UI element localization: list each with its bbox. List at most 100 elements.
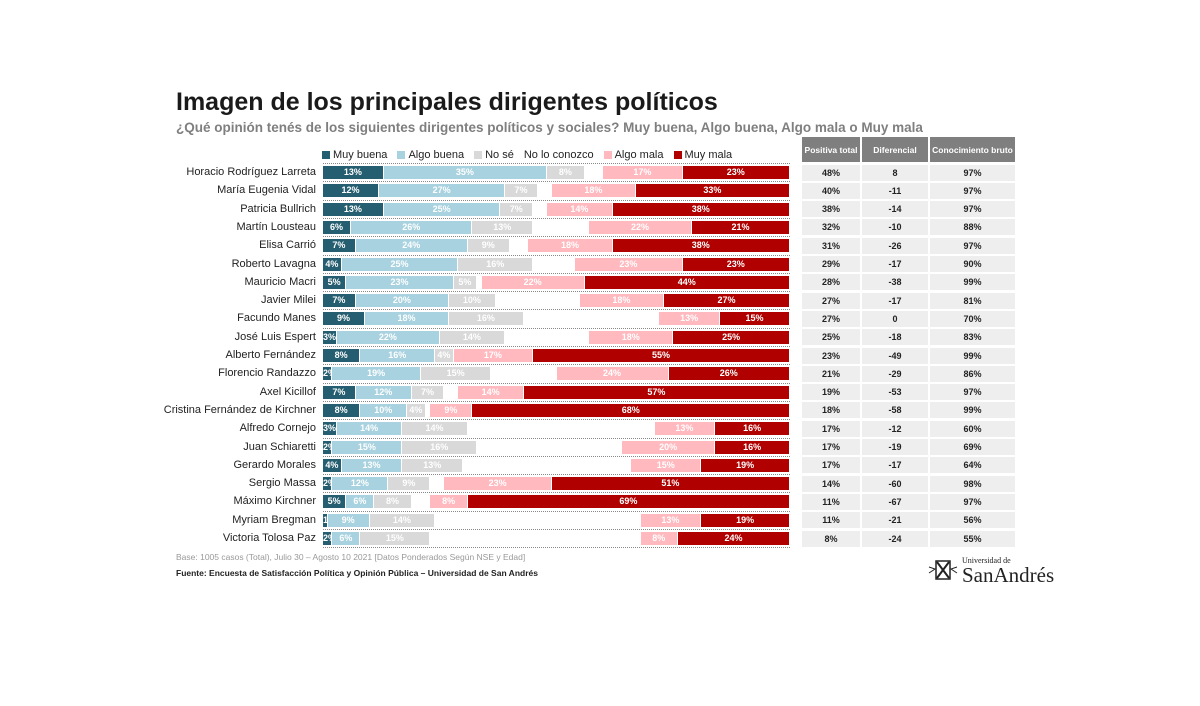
bar-row: 6% 26% 13% 22% 21%	[323, 220, 790, 234]
row-separator	[323, 181, 790, 183]
bar-segment-muy-mala: 26%	[668, 367, 789, 381]
category-label: Roberto Lavagna	[231, 257, 316, 270]
source-note: Fuente: Encuesta de Satisfacción Polític…	[176, 568, 538, 578]
bar-row: 4% 13% 13% 15% 19%	[323, 458, 790, 472]
bar-segment-muy-mala: 15%	[719, 312, 789, 326]
university-logo: Universidad de SanAndrés	[928, 556, 1054, 586]
page-subtitle: ¿Qué opinión tenés de los siguientes dir…	[176, 120, 923, 135]
bar-segment-algo-buena: 20%	[355, 294, 449, 308]
table-cell: 38%	[802, 201, 860, 218]
row-separator	[323, 217, 790, 219]
bar-segment-algo-buena: 19%	[332, 367, 421, 381]
table-cell: 31%	[802, 237, 860, 254]
table-cell: 97%	[930, 201, 1015, 218]
bar-segment-algo-mala: 18%	[579, 294, 663, 308]
table-cell: 11%	[802, 493, 860, 510]
bar-segment-muy-buena: 13%	[323, 166, 383, 179]
legend-item: Algo mala	[603, 148, 664, 162]
bar-segment-algo-mala: 17%	[453, 349, 533, 362]
table-cell: 27%	[802, 310, 860, 327]
bar-row: 3% 14% 14% 13% 16%	[323, 422, 790, 436]
row-separator	[323, 291, 790, 293]
logo-small-text: Universidad de	[962, 556, 1011, 565]
bar-row: 7% 12% 7% 14% 57%	[323, 385, 790, 399]
bar-row: 13% 35% 8% 17% 23%	[323, 166, 790, 179]
bar-segment-muy-mala: 23%	[682, 166, 789, 179]
table-cell: -17	[862, 292, 928, 309]
bar-segment-muy-buena: 2%	[323, 477, 332, 491]
category-label: José Luis Espert	[234, 330, 316, 343]
bar-segment-algo-mala: 23%	[444, 477, 551, 491]
bar-segment-muy-buena: 5%	[323, 275, 346, 289]
table-cell: 88%	[930, 219, 1015, 236]
table-cell: -18	[862, 329, 928, 346]
bar-segment-muy-buena: 12%	[323, 184, 379, 198]
bar-segment-algo-mala: 13%	[654, 422, 715, 436]
row-separator	[323, 346, 790, 347]
category-label: Myriam Bregman	[232, 513, 316, 526]
legend-label: No lo conozco	[523, 149, 594, 161]
bar-segment-algo-buena: 14%	[337, 422, 402, 436]
category-label: Victoria Tolosa Paz	[222, 532, 316, 544]
table-cell: 23%	[802, 347, 860, 364]
bar-segment-algo-mala: 8%	[640, 532, 677, 545]
bar-segment-muy-mala: 33%	[635, 184, 789, 198]
bar-segment-muy-mala: 51%	[551, 477, 789, 491]
table-cell: 25%	[802, 329, 860, 346]
row-separator	[323, 529, 790, 530]
table-cell: -10	[862, 219, 928, 236]
bar-segment-muy-mala: 55%	[533, 349, 789, 362]
bar-row: 13% 25% 7% 14% 38%	[323, 202, 790, 216]
legend-swatch	[603, 151, 612, 159]
table-cell: 21%	[802, 365, 860, 382]
bar-segment-algo-buena: 10%	[360, 403, 407, 417]
bar-segment-algo-mala: 14%	[458, 385, 523, 399]
bar-segment-muy-buena: 5%	[323, 495, 346, 509]
crest-icon	[928, 559, 958, 580]
bar-segment-no-sé: 4%	[407, 403, 425, 417]
table-cell: -53	[862, 384, 928, 401]
bar-segment-muy-mala: 19%	[701, 458, 789, 472]
bar-segment-no-sé: 14%	[402, 422, 467, 436]
table-cell: 90%	[930, 256, 1015, 272]
table-cell: 14%	[802, 475, 860, 492]
table-cell: 17%	[802, 457, 860, 474]
table-cell: 0	[862, 310, 928, 327]
bar-segment-muy-buena: 3%	[323, 330, 336, 344]
bar-segment-algo-buena: 6%	[332, 532, 360, 545]
bar-segment-muy-buena: 8%	[323, 403, 360, 417]
bar-segment-muy-buena: 2%	[323, 367, 332, 381]
table-cell: -14	[862, 201, 928, 218]
legend-item: No lo conozco	[524, 148, 594, 162]
bar-segment-no-sé: 4%	[435, 349, 453, 362]
bar-segment-muy-mala: 25%	[673, 330, 789, 344]
bar-segment-no-sé: 16%	[449, 312, 523, 326]
bar-row: 12% 27% 7% 18% 33%	[323, 184, 790, 198]
bar-segment-algo-buena: 24%	[355, 239, 467, 253]
bar-segment-algo-mala: 23%	[575, 257, 682, 271]
table-cell: 97%	[930, 493, 1015, 510]
bar-segment-no-sé: 7%	[411, 385, 444, 399]
bar-segment-muy-buena: 7%	[323, 385, 355, 399]
table-cell: 29%	[802, 256, 860, 272]
table-cell: -12	[862, 420, 928, 437]
table-cell: 17%	[802, 420, 860, 437]
table-cell: 81%	[930, 292, 1015, 309]
table-cell: -67	[862, 493, 928, 510]
legend-label: No sé	[485, 149, 514, 161]
row-separator	[323, 510, 790, 512]
table-cell: -29	[862, 365, 928, 382]
category-label: María Eugenia Vidal	[217, 184, 316, 197]
table-cell: -21	[862, 512, 928, 529]
table-cell: 69%	[930, 439, 1015, 455]
bar-segment-no-sé: 16%	[402, 440, 477, 454]
bar-segment-muy-mala: 16%	[715, 440, 789, 454]
bar-segment-no-sé: 16%	[458, 257, 533, 271]
legend-label: Muy buena	[333, 149, 388, 161]
row-separator	[323, 364, 790, 366]
bar-segment-no-sé: 10%	[449, 294, 495, 308]
table-cell: -49	[862, 347, 928, 364]
category-label: Gerardo Morales	[233, 458, 316, 471]
bar-segment-muy-buena: 8%	[323, 349, 360, 362]
bar-segment-algo-buena: 12%	[332, 477, 388, 491]
